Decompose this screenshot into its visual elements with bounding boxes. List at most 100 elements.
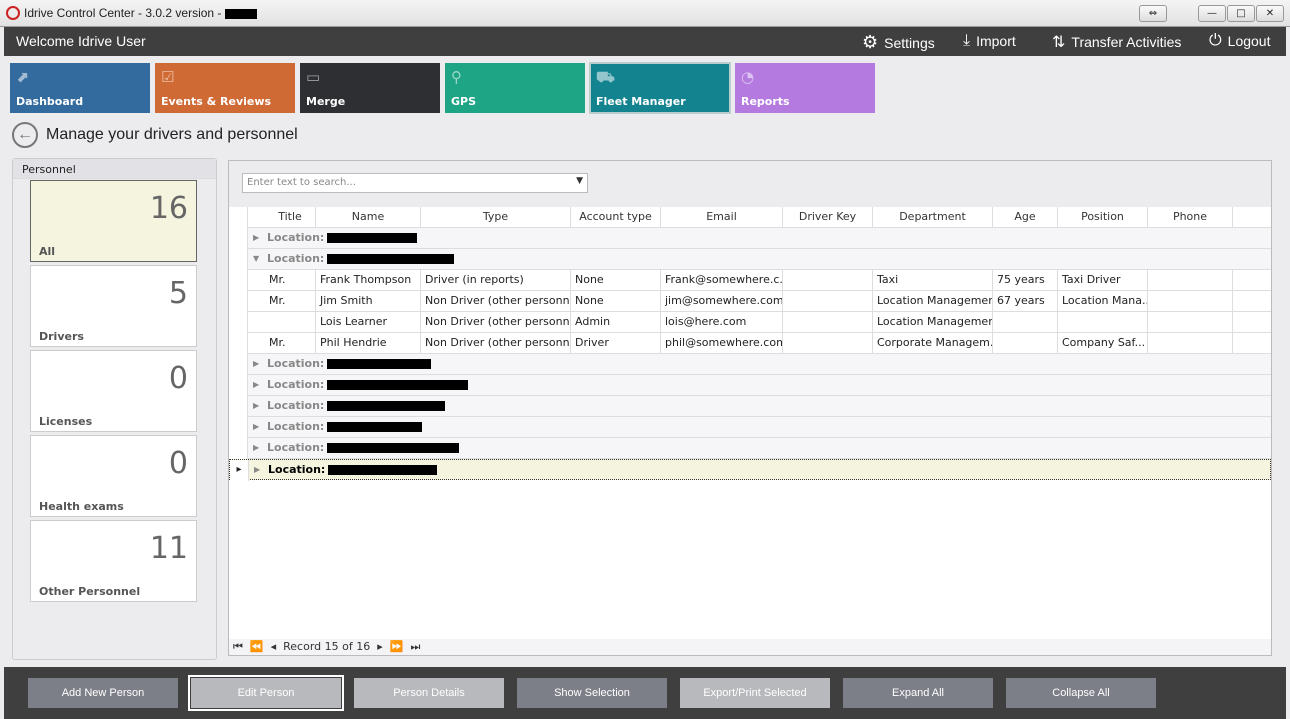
column-header-title[interactable]: Title [265,207,316,228]
column-header-age[interactable]: Age [993,207,1058,228]
group-row[interactable]: ▶ Location: [229,354,1271,375]
table-row[interactable]: Mr. Jim Smith Non Driver (other personnel)… [229,291,1271,312]
prev-record-icon[interactable]: ◂ [270,640,277,653]
collapse-all-button[interactable]: Collapse All [1006,678,1156,708]
stat-count: 0 [168,446,188,481]
stat-card-drivers[interactable]: 5 Drivers [30,265,197,347]
column-header-phone[interactable]: Phone [1148,207,1233,228]
close-button[interactable]: ✕ [1256,5,1284,22]
stat-card-all[interactable]: 16 All [30,180,197,262]
column-header-name[interactable]: Name [316,207,421,228]
row-indicator [229,417,248,438]
cell-account-type: Driver [571,333,661,354]
group-row[interactable]: ▶ Location: [229,438,1271,459]
redacted-location [327,401,446,411]
cell-phone [1148,291,1233,312]
column-header-department[interactable]: Department [873,207,993,228]
cell-age: 67 years [993,291,1058,312]
tile-events-reviews[interactable]: ☑ Events & Reviews [155,63,295,113]
group-row[interactable]: ▶ Location: [229,396,1271,417]
search-input[interactable]: Enter text to search... ▼ [242,173,588,193]
cell-phone [1148,270,1233,291]
expand-icon[interactable]: ▶ [253,359,260,368]
cell-account-type: None [571,270,661,291]
chevron-down-icon[interactable]: ▼ [576,176,583,186]
pie-chart-icon: ◔ [741,68,755,86]
cell-age: 75 years [993,270,1058,291]
cell-email: lois@here.com [661,312,783,333]
person-details-button[interactable]: Person Details [354,678,504,708]
edit-person-button[interactable]: Edit Person [188,675,344,711]
row-indicator [229,375,248,396]
group-label-prefix: Location: [267,357,325,370]
cell-position [1058,312,1148,333]
group-row[interactable]: ▶ Location: [229,228,1271,249]
group-label: Location: [267,249,455,269]
collapse-icon[interactable]: ▼ [253,254,260,263]
tile-gps[interactable]: ⚲ GPS [445,63,585,113]
column-header-type[interactable]: Type [421,207,571,228]
stat-count: 11 [149,531,188,566]
table-row[interactable]: Mr. Phil Hendrie Non Driver (other personn… [229,333,1271,354]
export-print-selected-button[interactable]: Export/Print Selected [680,678,830,708]
action-bar: Add New Person Edit Person Person Details S… [4,667,1286,719]
expand-all-button[interactable]: Expand All [843,678,993,708]
cell-email: Frank@somewhere.c... [661,270,783,291]
cell-department: Location Management [873,312,993,333]
back-arrow-icon[interactable]: ← [12,122,38,148]
expand-icon[interactable]: ▶ [253,401,260,410]
stat-card-other-personnel[interactable]: 11 Other Personnel [30,520,197,602]
stat-card-health-exams[interactable]: 0 Health exams [30,435,197,517]
tile-dashboard[interactable]: ⬈ Dashboard [10,63,150,113]
tile-reports[interactable]: ◔ Reports [735,63,875,113]
stat-label: Licenses [39,415,93,428]
group-label-prefix: Location: [267,399,325,412]
group-label: Location: [267,438,460,458]
stat-card-licenses[interactable]: 0 Licenses [30,350,197,432]
group-row[interactable]: ▶ Location: [229,417,1271,438]
stat-count: 5 [168,276,188,311]
restore-size-button[interactable]: ⇔ [1139,5,1167,22]
group-label: Location: [267,396,446,416]
expand-icon[interactable]: ▶ [253,443,260,452]
next-record-icon[interactable]: ▸ [377,640,383,653]
transfer-activities-button[interactable]: ⇅ Transfer Activities [1052,32,1181,52]
import-label: Import [976,33,1016,49]
redacted-location [327,233,418,243]
show-selection-button[interactable]: Show Selection [517,678,667,708]
column-header-account-type[interactable]: Account type [571,207,661,228]
first-page-icon[interactable]: ⏮ [233,640,243,653]
maximize-button[interactable]: □ [1227,5,1255,22]
table-row[interactable]: Lois Learner Non Driver (other personnel)… [229,312,1271,333]
expand-icon[interactable]: ▶ [253,380,260,389]
record-counter: Record 15 of 16 [283,640,371,653]
group-row[interactable]: ▶ Location: [229,375,1271,396]
prev-page-icon[interactable]: ⏪ [249,640,264,653]
expand-icon[interactable]: ▶ [253,233,260,242]
cell-phone [1148,333,1233,354]
cell-type: Non Driver (other personnel) [421,333,571,354]
cell-type: Non Driver (other personnel) [421,312,571,333]
column-header-position[interactable]: Position [1058,207,1148,228]
logout-button[interactable]: ⏻ Logout [1209,32,1270,50]
tile-fleet-manager[interactable]: ⛟ Fleet Manager [589,62,731,114]
tile-merge[interactable]: ▭ Merge [300,63,440,113]
last-page-icon[interactable]: ⏭ [410,640,421,653]
cell-driver-key [783,270,873,291]
column-header-email[interactable]: Email [661,207,783,228]
table-row[interactable]: Mr. Frank Thompson Driver (in reports) None… [229,270,1271,291]
row-indicator [229,249,248,270]
group-row[interactable]: ▸ ▶ Location: [229,459,1271,481]
row-indicator [229,312,248,333]
minimize-button[interactable]: — [1198,5,1226,22]
column-header-driver-key[interactable]: Driver Key [783,207,873,228]
settings-button[interactable]: ⚙ Settings [862,32,935,53]
expand-icon[interactable]: ▶ [253,422,260,431]
import-button[interactable]: ⤓ Import [963,32,1016,50]
row-indicator-header [229,207,248,228]
expand-icon[interactable]: ▶ [254,465,261,474]
cell-driver-key [783,333,873,354]
group-row[interactable]: ▼ Location: [229,249,1271,270]
add-new-person-button[interactable]: Add New Person [28,678,178,708]
next-page-icon[interactable]: ⏩ [389,640,404,653]
